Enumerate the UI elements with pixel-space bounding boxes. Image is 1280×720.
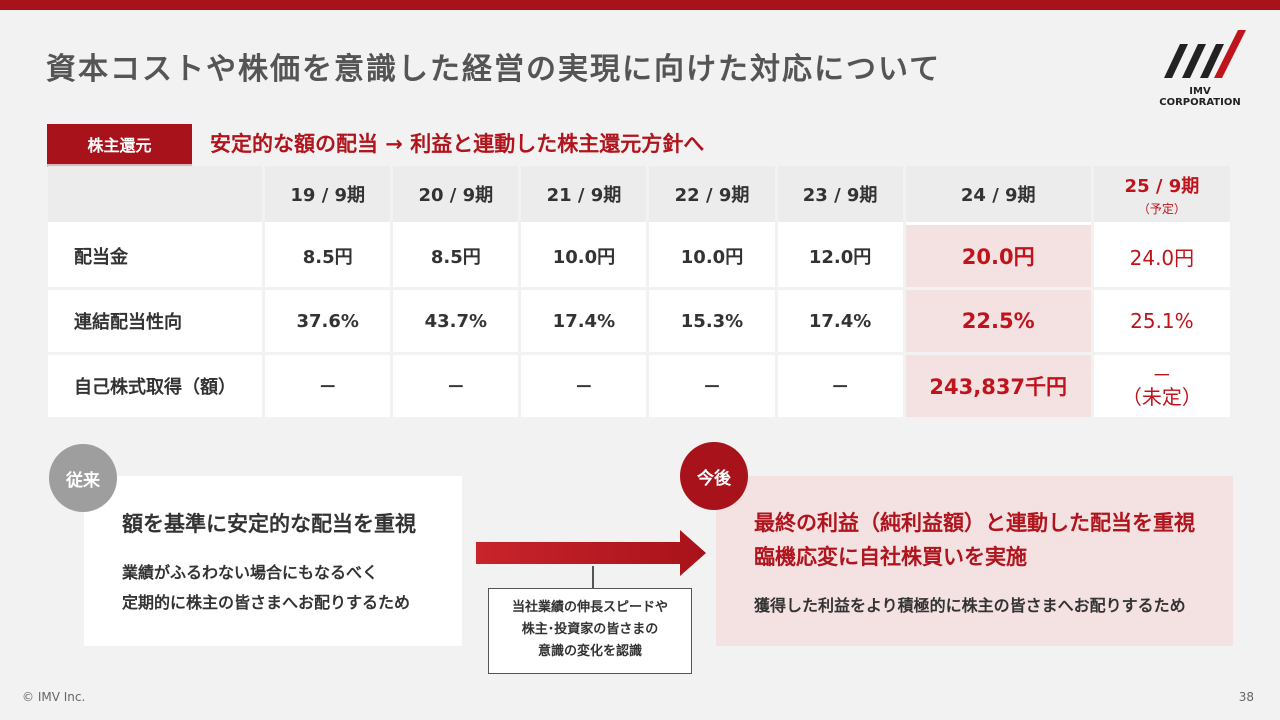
- table-cell: 8.5円: [393, 225, 519, 290]
- plan-dash: －: [1151, 363, 1172, 387]
- table-cell: －: [265, 355, 391, 420]
- future-badge: 今後: [680, 442, 748, 510]
- page-number: 38: [1238, 690, 1254, 704]
- table-cell: 37.6%: [265, 290, 391, 355]
- section-headline: 安定的な額の配当 → 利益と連動した株主還元方針へ: [210, 132, 705, 156]
- reason-note-box: 当社業績の伸長スピードや 株主･投資家の皆さまの 意識の変化を認識: [488, 588, 692, 674]
- past-body-line: 業績がふるわない場合にもなるべく: [122, 563, 379, 582]
- table-cell-plan: 24.0円: [1093, 225, 1230, 290]
- future-title: 最終の利益（純利益額）と連動した配当を重視 臨機応変に自社株買いを実施: [754, 506, 1195, 574]
- future-title-line: 臨機応変に自社株買いを実施: [754, 545, 1027, 569]
- note-line: 意識の変化を認識: [537, 644, 642, 659]
- table-corner: [48, 166, 263, 225]
- page-title: 資本コストや株価を意識した経営の実現に向けた対応について: [46, 52, 942, 87]
- top-accent-bar: [0, 0, 1280, 10]
- table-cell-highlight: 243,837千円: [905, 355, 1091, 420]
- future-title-line: 最終の利益（純利益額）と連動した配当を重視: [754, 511, 1195, 535]
- company-logo: IMV CORPORATION: [1150, 28, 1250, 108]
- table-cell-plan: － （未定）: [1093, 355, 1230, 420]
- table-cell-highlight: 22.5%: [905, 290, 1091, 355]
- table-cell: 17.4%: [777, 290, 903, 355]
- column-header: 20 / 9期: [393, 166, 519, 225]
- plan-note: （予定）: [1137, 201, 1186, 216]
- future-body: 獲得した利益をより積極的に株主の皆さまへお配りするため: [754, 596, 1186, 615]
- past-body: 業績がふるわない場合にもなるべく 定期的に株主の皆さまへお配りするため: [122, 558, 410, 618]
- copyright: © IMV Inc.: [22, 690, 86, 704]
- row-label: 自己株式取得（額）: [48, 355, 263, 420]
- row-label: 配当金: [48, 225, 263, 290]
- column-header: 19 / 9期: [265, 166, 391, 225]
- plan-undecided: （未定）: [1121, 385, 1202, 409]
- transition-arrow-icon: [476, 530, 706, 576]
- table-cell-highlight: 20.0円: [905, 225, 1091, 290]
- past-body-line: 定期的に株主の皆さまへお配りするため: [122, 593, 411, 612]
- table-row-dividend: 配当金 8.5円 8.5円 10.0円 10.0円 12.0円 20.0円 24…: [48, 225, 1230, 290]
- table-row-buyback: 自己株式取得（額） － － － － － 243,837千円 － （未定）: [48, 355, 1230, 420]
- column-header: 22 / 9期: [649, 166, 775, 225]
- table-cell: －: [649, 355, 775, 420]
- column-header-plan: 25 / 9期 （予定）: [1093, 166, 1230, 225]
- past-policy-box: [84, 476, 462, 646]
- table-cell: －: [393, 355, 519, 420]
- table-cell: 15.3%: [649, 290, 775, 355]
- table-cell: 10.0円: [649, 225, 775, 290]
- plan-year: 25 / 9期: [1124, 175, 1200, 197]
- logo-text: IMV CORPORATION: [1159, 86, 1241, 108]
- column-header: 21 / 9期: [521, 166, 647, 225]
- row-label: 連結配当性向: [48, 290, 263, 355]
- table-cell: 43.7%: [393, 290, 519, 355]
- table-cell: 8.5円: [265, 225, 391, 290]
- section-tag-underline: [47, 164, 192, 167]
- table-cell: 10.0円: [521, 225, 647, 290]
- column-header: 23 / 9期: [777, 166, 903, 225]
- table-row-payout-ratio: 連結配当性向 37.6% 43.7% 17.4% 15.3% 17.4% 22.…: [48, 290, 1230, 355]
- table-cell: 12.0円: [777, 225, 903, 290]
- section-tag: 株主還元: [47, 124, 192, 164]
- table-header-row: 19 / 9期 20 / 9期 21 / 9期 22 / 9期 23 / 9期 …: [48, 166, 1230, 225]
- column-header: 24 / 9期: [905, 166, 1091, 225]
- table-cell: －: [777, 355, 903, 420]
- past-title: 額を基準に安定的な配当を重視: [122, 512, 416, 536]
- imv-logo-icon: [1164, 30, 1246, 78]
- note-connector: [592, 566, 594, 588]
- future-policy-box: [716, 476, 1233, 646]
- dividend-table: 19 / 9期 20 / 9期 21 / 9期 22 / 9期 23 / 9期 …: [45, 166, 1233, 420]
- table-cell-plan: 25.1%: [1093, 290, 1230, 355]
- past-badge: 従来: [49, 444, 117, 512]
- note-line: 株主･投資家の皆さまの: [521, 622, 659, 637]
- note-line: 当社業績の伸長スピードや: [511, 600, 668, 615]
- table-cell: －: [521, 355, 647, 420]
- table-cell: 17.4%: [521, 290, 647, 355]
